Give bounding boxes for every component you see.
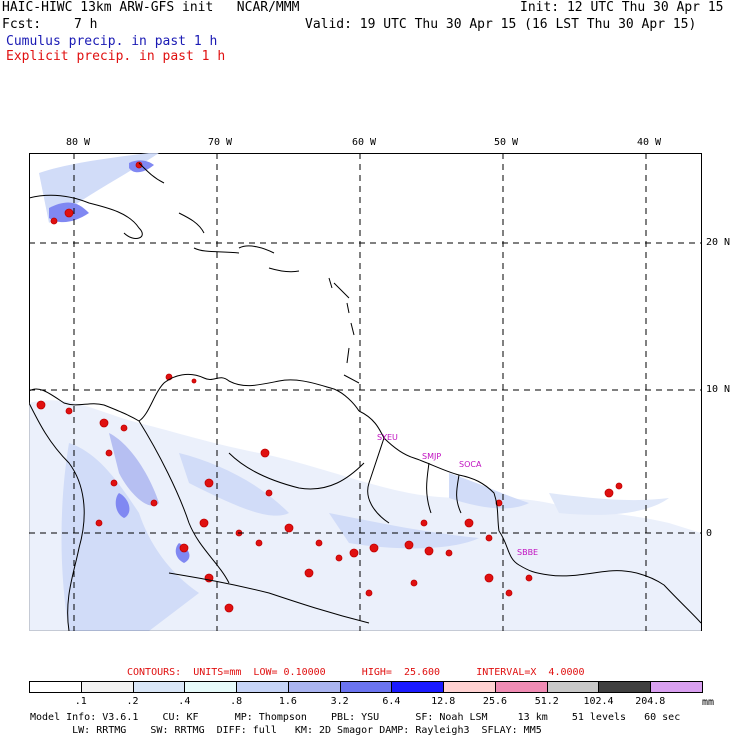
legend-swatch bbox=[546, 681, 600, 693]
legend-swatch bbox=[184, 681, 238, 693]
legend-tick-label: .1 bbox=[74, 696, 87, 707]
explicit-precip-cells bbox=[36, 161, 623, 613]
lat-label-eq: 0 bbox=[706, 528, 713, 539]
forecast-label: Fcst: bbox=[2, 17, 42, 32]
legend-tick-label: 6.4 bbox=[382, 696, 401, 707]
field-cumulus-label: Cumulus precip. in past 1 h bbox=[6, 34, 218, 49]
legend-tick-label: .8 bbox=[230, 696, 243, 707]
lat-lon-grid bbox=[29, 153, 702, 631]
legend-colorbar bbox=[29, 681, 703, 693]
legend-swatch bbox=[391, 681, 445, 693]
legend-tick-label: 3.2 bbox=[330, 696, 349, 707]
station-soca: SOCA bbox=[459, 460, 482, 469]
lon-label-40w: 40 W bbox=[637, 137, 662, 148]
lon-label-60w: 60 W bbox=[352, 137, 377, 148]
legend-swatch bbox=[287, 681, 341, 693]
legend-tick-label: .4 bbox=[178, 696, 191, 707]
station-smjp: SMJP bbox=[422, 452, 441, 461]
plot-title: HAIC-HIWC 13km ARW-GFS init NCAR/MMM bbox=[2, 0, 300, 15]
legend-swatch bbox=[598, 681, 652, 693]
legend-swatch bbox=[443, 681, 496, 693]
lat-label-20n: 20 N bbox=[706, 237, 731, 248]
legend-tick-label: 25.6 bbox=[482, 696, 508, 707]
station-sbbe: SBBE bbox=[517, 548, 538, 557]
legend-swatch bbox=[80, 681, 134, 693]
contours-info: CONTOURS: UNITS=mm LOW= 0.10000 HIGH= 25… bbox=[127, 667, 585, 678]
coastlines bbox=[29, 162, 702, 631]
legend-swatch bbox=[132, 681, 186, 693]
field-explicit-label: Explicit precip. in past 1 h bbox=[6, 49, 226, 64]
legend-swatch bbox=[339, 681, 393, 693]
legend-tick-label: 12.8 bbox=[431, 696, 456, 707]
cumulus-precip-field bbox=[29, 153, 701, 631]
init-time: Init: 12 UTC Thu 30 Apr 15 bbox=[520, 0, 724, 15]
legend-units: mm bbox=[702, 697, 715, 708]
station-syeu: SYEU bbox=[377, 433, 398, 442]
model-info-line2: LW: RRTMG SW: RRTMG DIFF: full KM: 2D Sm… bbox=[30, 725, 542, 736]
legend-tick-label: .2 bbox=[126, 696, 139, 707]
valid-time: Valid: 19 UTC Thu 30 Apr 15 (16 LST Thu … bbox=[305, 17, 697, 32]
legend-tick-label: 204.8 bbox=[635, 696, 666, 707]
lon-label-80w: 80 W bbox=[66, 137, 91, 148]
lon-label-50w: 50 W bbox=[494, 137, 519, 148]
legend-swatch bbox=[236, 681, 289, 693]
model-info-line1: Model Info: V3.6.1 CU: KF MP: Thompson P… bbox=[30, 712, 681, 723]
legend-tick-label: 102.4 bbox=[583, 696, 614, 707]
legend-tick-label: 51.2 bbox=[534, 696, 559, 707]
legend-swatch bbox=[29, 681, 82, 693]
lat-label-10n: 10 N bbox=[706, 384, 731, 395]
forecast-hour: 7 h bbox=[74, 17, 98, 32]
lon-label-70w: 70 W bbox=[208, 137, 233, 148]
precip-map: SYEU SMJP SOCA SBBE bbox=[29, 153, 702, 631]
legend-tick-label: 1.6 bbox=[278, 696, 297, 707]
legend-swatch bbox=[494, 681, 548, 693]
legend-swatch bbox=[650, 681, 703, 693]
